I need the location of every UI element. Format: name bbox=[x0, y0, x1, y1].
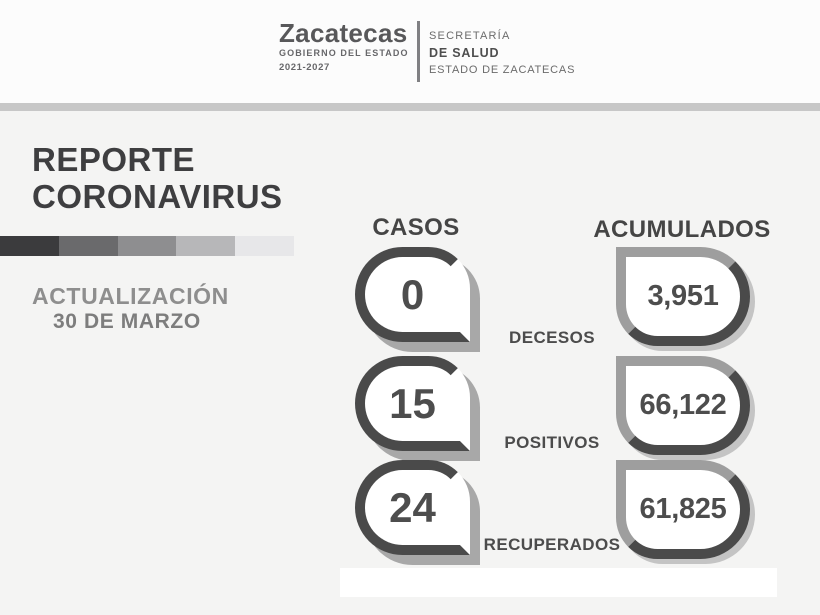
acumulados-value-decesos: 3,951 bbox=[647, 280, 719, 312]
secretariat-block: SECRETARÍA DE SALUD ESTADO DE ZACATECAS bbox=[429, 30, 575, 76]
acumulados-badge-recuperados: 61,825 bbox=[616, 460, 750, 559]
acumulados-column-header: ACUMULADOS bbox=[593, 216, 771, 243]
gradient-segment bbox=[117, 236, 177, 256]
footer-blank-strip bbox=[340, 568, 777, 597]
gradient-segment bbox=[58, 236, 118, 256]
acumulados-badge-decesos: 3,951 bbox=[616, 247, 750, 346]
page-title-line-2: CORONAVIRUS bbox=[32, 178, 283, 215]
gradient-bar bbox=[0, 236, 294, 256]
casos-badge-decesos: 0 bbox=[355, 247, 470, 342]
state-logo: Zacatecas GOBIERNO DEL ESTADO 2021-2027 bbox=[279, 19, 409, 73]
secretariat-line-2: DE SALUD bbox=[429, 46, 500, 60]
header-divider-bar bbox=[0, 103, 820, 111]
secretariat-line-1: SECRETARÍA bbox=[429, 30, 511, 42]
logo-subtitle-term: 2021-2027 bbox=[279, 62, 330, 73]
casos-value-positivos: 15 bbox=[389, 379, 436, 427]
logo-wordmark: Zacatecas bbox=[279, 18, 408, 48]
acumulados-badge-positivos: 66,122 bbox=[616, 356, 750, 455]
gradient-segment bbox=[0, 236, 59, 256]
row-label-recuperados: RECUPERADOS bbox=[483, 535, 621, 554]
casos-column-header: CASOS bbox=[372, 214, 460, 241]
acumulados-value-recuperados: 61,825 bbox=[639, 493, 727, 525]
logo-divider-line bbox=[417, 21, 420, 82]
gradient-segment bbox=[235, 236, 294, 256]
casos-badge-positivos: 15 bbox=[355, 356, 470, 451]
header: Zacatecas GOBIERNO DEL ESTADO 2021-2027 … bbox=[0, 0, 820, 103]
update-date: 30 DE MARZO bbox=[53, 310, 201, 333]
page-title-line-1: REPORTE bbox=[32, 141, 196, 178]
casos-value-recuperados: 24 bbox=[389, 483, 436, 531]
update-label: ACTUALIZACIÓN bbox=[32, 283, 229, 309]
row-label-decesos: DECESOS bbox=[509, 328, 595, 347]
gradient-segment bbox=[176, 236, 236, 256]
logo-subtitle-government: GOBIERNO DEL ESTADO bbox=[279, 48, 409, 58]
casos-badge-recuperados: 24 bbox=[355, 460, 470, 555]
acumulados-value-positivos: 66,122 bbox=[639, 389, 727, 421]
secretariat-line-3: ESTADO DE ZACATECAS bbox=[429, 64, 576, 76]
page-title: REPORTE CORONAVIRUS bbox=[32, 141, 283, 215]
casos-value-decesos: 0 bbox=[400, 270, 425, 318]
row-label-positivos: POSITIVOS bbox=[504, 433, 600, 452]
